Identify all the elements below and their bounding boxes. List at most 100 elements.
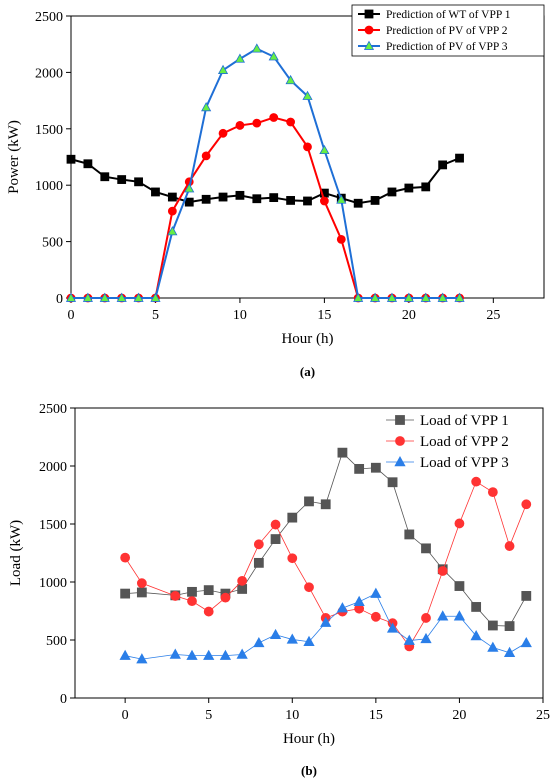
data-point xyxy=(303,635,315,646)
data-point xyxy=(438,160,448,170)
data-point xyxy=(420,632,432,644)
data-point xyxy=(520,636,532,648)
data-point xyxy=(386,622,399,633)
data-point xyxy=(184,197,194,207)
data-point xyxy=(437,610,449,621)
data-point xyxy=(269,628,282,640)
y-axis-label: Load (kW) xyxy=(8,520,24,586)
data-point xyxy=(82,292,93,302)
data-point xyxy=(235,121,245,130)
y-tick-label: 500 xyxy=(46,634,67,649)
data-point xyxy=(336,234,346,244)
y-tick-label: 0 xyxy=(60,692,67,707)
y-tick-label: 2000 xyxy=(35,66,63,81)
data-point xyxy=(370,196,380,205)
data-point xyxy=(167,206,177,216)
data-point xyxy=(253,557,264,568)
data-point xyxy=(471,476,482,487)
y-tick-label: 0 xyxy=(56,292,63,307)
legend-swatch-marker xyxy=(363,40,375,50)
legend-swatch-marker xyxy=(364,25,374,35)
data-point xyxy=(370,587,382,598)
data-point xyxy=(336,602,349,613)
y-tick-label: 1000 xyxy=(39,576,67,591)
series-2 xyxy=(66,113,464,303)
series-line xyxy=(125,451,527,627)
data-point xyxy=(421,613,431,623)
legend-entry: Load of VPP 3 xyxy=(420,455,509,471)
data-point xyxy=(286,633,298,644)
data-point xyxy=(303,196,312,206)
legend-entry: Prediction of PV of VPP 3 xyxy=(386,41,508,53)
y-tick-label: 2500 xyxy=(39,402,67,417)
x-axis-label: Hour (h) xyxy=(281,331,333,347)
y-tick-label: 2000 xyxy=(39,460,67,475)
data-point xyxy=(253,636,265,648)
data-point xyxy=(386,292,398,302)
data-point xyxy=(319,144,330,155)
data-point xyxy=(187,596,197,607)
data-point xyxy=(303,142,312,152)
series-1 xyxy=(66,153,464,208)
data-point xyxy=(504,621,515,631)
data-point xyxy=(133,292,144,302)
data-point xyxy=(134,177,143,187)
x-tick-label: 0 xyxy=(68,308,75,323)
plot-frame xyxy=(74,407,544,699)
data-point xyxy=(487,487,498,498)
data-point xyxy=(337,447,348,458)
data-point xyxy=(269,193,279,203)
data-point xyxy=(217,64,229,74)
data-point xyxy=(521,499,532,510)
x-tick-label: 10 xyxy=(233,308,247,323)
x-tick-label: 20 xyxy=(452,708,466,723)
x-tick-label: 5 xyxy=(152,308,159,323)
x-tick-label: 25 xyxy=(486,308,500,323)
data-point xyxy=(136,578,147,589)
data-point xyxy=(150,292,161,302)
legend-swatch-marker xyxy=(394,456,406,467)
data-point xyxy=(403,634,415,645)
data-point xyxy=(353,595,365,606)
data-point xyxy=(252,118,262,128)
data-point xyxy=(487,641,499,652)
series-line xyxy=(71,47,460,299)
data-point xyxy=(387,187,397,197)
data-point xyxy=(203,585,214,596)
data-point xyxy=(184,183,195,193)
data-point xyxy=(453,610,466,621)
data-point xyxy=(286,196,296,205)
data-point xyxy=(370,611,381,622)
series-line xyxy=(71,116,460,299)
legend-entry: Load of VPP 1 xyxy=(420,413,509,429)
data-point xyxy=(437,292,448,302)
data-point xyxy=(203,606,214,617)
data-point xyxy=(304,582,314,593)
data-point xyxy=(503,646,516,658)
data-point xyxy=(136,653,148,664)
data-point xyxy=(319,196,329,206)
data-point xyxy=(170,591,181,601)
data-point xyxy=(201,101,212,112)
data-point xyxy=(270,519,281,530)
data-point xyxy=(201,151,211,161)
data-point xyxy=(66,154,76,164)
data-point xyxy=(387,477,398,488)
data-point xyxy=(235,190,245,200)
data-point xyxy=(120,588,131,599)
data-point xyxy=(455,153,464,163)
data-point xyxy=(421,543,431,554)
data-point xyxy=(99,292,110,302)
x-tick-label: 0 xyxy=(122,708,129,723)
data-point xyxy=(302,90,313,100)
data-point xyxy=(186,649,198,660)
data-point xyxy=(320,616,332,627)
series-2 xyxy=(120,476,532,652)
series-line xyxy=(70,157,460,205)
data-point xyxy=(370,462,381,473)
data-point xyxy=(353,292,364,302)
x-tick-label: 20 xyxy=(402,308,416,323)
data-point xyxy=(120,552,131,563)
series-3 xyxy=(65,43,465,302)
x-tick-label: 25 xyxy=(536,708,550,723)
